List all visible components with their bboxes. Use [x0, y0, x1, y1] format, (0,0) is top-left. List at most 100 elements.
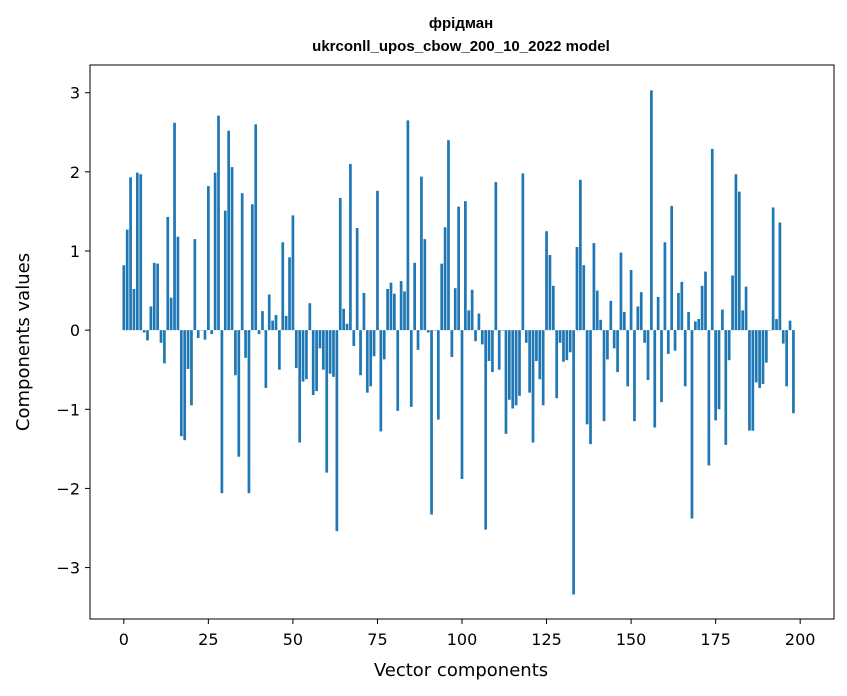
bar	[135, 172, 139, 331]
bar	[247, 330, 251, 494]
bar	[237, 330, 241, 457]
bar	[220, 330, 224, 494]
bar	[409, 330, 413, 407]
bar	[142, 330, 146, 333]
bar	[430, 330, 433, 515]
bar	[575, 247, 579, 331]
bar	[619, 252, 623, 331]
bar	[737, 191, 741, 331]
bar	[524, 330, 528, 343]
bar	[271, 320, 274, 331]
bar	[792, 330, 795, 414]
bar	[450, 330, 454, 358]
bar	[376, 190, 379, 331]
bar	[585, 330, 589, 425]
bar	[754, 330, 758, 383]
bar	[758, 330, 761, 388]
x-axis: 0 25 50 75 100 125 150 175 200	[119, 619, 815, 649]
bar	[765, 330, 768, 363]
bar	[257, 330, 261, 335]
bar	[484, 330, 488, 530]
bar	[288, 257, 291, 331]
bar	[328, 330, 332, 374]
bar	[359, 330, 362, 376]
bar	[311, 330, 315, 396]
x-tick-label: 50	[283, 630, 303, 649]
bar	[555, 330, 559, 399]
bar	[362, 292, 366, 331]
bar	[680, 281, 684, 331]
bar	[379, 330, 383, 432]
bar	[281, 242, 285, 331]
bar	[352, 330, 356, 346]
bar	[254, 124, 258, 331]
bar	[152, 262, 156, 331]
bar	[250, 204, 254, 331]
bar	[190, 330, 193, 406]
bar	[447, 140, 450, 331]
bar	[693, 321, 697, 331]
chart-subtitle: ukrconll_upos_cbow_200_10_2022 model	[312, 38, 610, 55]
bar	[595, 290, 599, 331]
bar	[163, 330, 166, 364]
bar	[291, 215, 295, 331]
bar	[616, 330, 619, 373]
bar	[744, 286, 748, 331]
bar	[122, 265, 126, 331]
bar	[551, 285, 555, 331]
bar	[721, 309, 724, 331]
x-tick-label: 100	[447, 630, 478, 649]
bar	[294, 330, 298, 369]
bar	[690, 330, 694, 519]
bar	[548, 254, 552, 331]
bar	[748, 330, 751, 431]
bar	[470, 289, 474, 331]
bar	[318, 330, 322, 349]
bar	[778, 222, 782, 331]
y-axis: −3 −2 −1 0 1 2 3	[56, 84, 90, 578]
bar	[223, 210, 227, 331]
bar	[125, 229, 129, 331]
bar	[423, 239, 427, 331]
bar	[393, 293, 396, 331]
bar	[372, 330, 376, 357]
bars-group	[122, 90, 795, 595]
bar	[606, 330, 609, 360]
bar	[342, 308, 345, 331]
bar	[592, 243, 596, 331]
y-tick-label: 2	[70, 163, 80, 182]
bar	[761, 330, 765, 384]
bar	[176, 236, 180, 331]
bar	[420, 176, 423, 331]
bar	[497, 330, 501, 370]
bar	[541, 330, 545, 406]
bar	[663, 242, 667, 331]
bar	[656, 296, 660, 331]
bar	[369, 330, 373, 387]
bar	[399, 281, 403, 331]
bar	[622, 311, 626, 331]
bar	[298, 330, 302, 443]
bar	[710, 148, 714, 331]
bar	[700, 285, 704, 331]
bar	[579, 179, 582, 331]
bar	[146, 330, 149, 341]
bar	[734, 174, 738, 331]
bar	[382, 330, 386, 360]
bar	[683, 330, 687, 387]
bar	[179, 330, 183, 437]
bar	[589, 330, 592, 445]
y-tick-label: −2	[56, 479, 80, 498]
bar	[788, 320, 792, 331]
bar	[511, 330, 515, 409]
y-axis-label: Components values	[13, 253, 34, 431]
bar	[717, 330, 721, 410]
bar	[636, 306, 640, 331]
bar	[781, 330, 785, 344]
bar	[599, 319, 603, 331]
bar	[386, 288, 389, 331]
bar	[169, 297, 173, 331]
x-tick-label: 0	[119, 630, 129, 649]
bar	[230, 167, 234, 331]
bar	[278, 330, 281, 370]
